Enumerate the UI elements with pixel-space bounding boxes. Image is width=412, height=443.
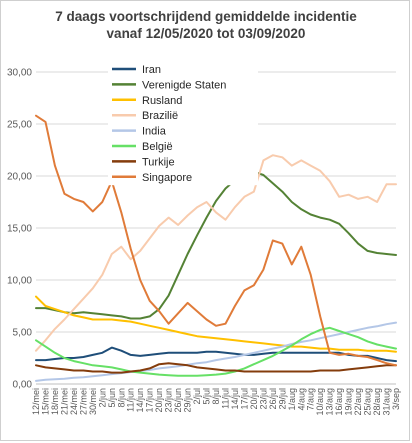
x-tick-label: 11/jun [126,388,136,412]
x-tick-label: 20/jul [249,388,259,410]
y-tick-label: 15,00 [7,224,32,235]
x-tick-label: 21/mei [59,388,69,415]
x-tick-label: 16/aug [334,388,344,416]
x-tick-label: 18/mei [50,388,60,415]
legend-entry: Rusland [142,95,182,107]
y-tick-label: 5,00 [13,328,33,339]
series-line-india [35,321,397,382]
series-lines [35,114,397,382]
x-tick-label: 28/aug [372,388,382,416]
x-tick-label: 2/jun [97,388,107,408]
legend-entry: Brazilië [142,110,178,122]
x-tick-label: 19/aug [344,388,354,416]
chart-title-block: 7 daags voortschrijdend gemiddelde incid… [0,8,412,42]
chart-title: 7 daags voortschrijdend gemiddelde incid… [55,9,357,24]
x-tick-label: 7/aug [306,388,316,411]
y-tick-label: 30,00 [7,68,32,79]
x-tick-label: 23/jul [258,388,268,410]
series-line-verenigde-staten [35,170,397,320]
x-tick-label: 17/jul [239,388,249,410]
x-tick-label: 25/aug [363,388,373,416]
legend-entry: België [142,141,173,153]
series-line-belgi- [35,326,397,377]
x-tick-label: 12/mei [31,388,41,415]
y-axis-ticks: 0,00 5,00 10,00 15,00 20,00 25,00 30,00 [7,68,32,391]
series-line-rusland [35,295,397,353]
legend-entry: Verenigde Staten [142,79,226,91]
x-tick-label: 26/jun [173,388,183,413]
x-tick-label: 29/jul [277,388,287,410]
legend-entry: Singapore [142,172,192,184]
x-tick-label: 23/jun [164,388,174,413]
series-line-iran [35,346,397,363]
x-tick-label: 1/aug [287,388,297,411]
y-tick-label: 20,00 [7,172,32,183]
x-tick-label: 20/jun [154,388,164,413]
series-line-brazili- [35,154,397,352]
x-tick-label: 15/mei [40,388,50,415]
x-tick-label: 27/mei [78,388,88,415]
legend-entry: Iran [142,64,161,76]
x-tick-label: 29/jun [183,388,193,413]
x-tick-label: 11/jul [220,388,230,409]
x-tick-label: 10/aug [315,388,325,416]
x-tick-label: 8/jun [116,388,126,408]
x-axis-ticks: 12/mei 15/mei 18/mei 21/mei 24/mei 27/mei 30/m… [31,388,401,416]
legend: Iran Verenigde Staten Rusland Brazilië India… [108,58,258,186]
x-tick-label: 2/jul [192,388,202,405]
y-tick-label: 10,00 [7,276,32,287]
x-tick-label: 13/aug [325,388,335,416]
legend-entry: India [142,126,167,138]
x-tick-label: 14/jul [230,388,240,410]
x-tick-label: 4/aug [296,388,306,411]
x-tick-label: 14/jun [135,388,145,413]
x-tick-label: 22/aug [353,388,363,416]
x-tick-label: 3/sep [391,388,401,410]
x-tick-label: 26/jul [268,388,278,410]
x-tick-label: 30/mei [88,388,98,415]
x-tick-label: 31/aug [382,388,392,416]
legend-background [108,58,258,186]
x-tick-label: 17/jun [145,388,155,413]
x-tick-label: 5/jul [202,388,212,405]
y-tick-label: 0,00 [13,380,33,391]
series-line-singapore [35,114,397,367]
x-tick-label: 8/jul [211,388,221,405]
x-tick-label: 24/mei [69,388,79,415]
x-tick-label: 5/jun [107,388,117,408]
y-tick-label: 25,00 [7,120,32,131]
legend-entry: Turkije [142,156,175,168]
series-line-turkije [35,362,397,374]
chart-subtitle: vanaf 12/05/2020 tot 03/09/2020 [106,26,306,41]
